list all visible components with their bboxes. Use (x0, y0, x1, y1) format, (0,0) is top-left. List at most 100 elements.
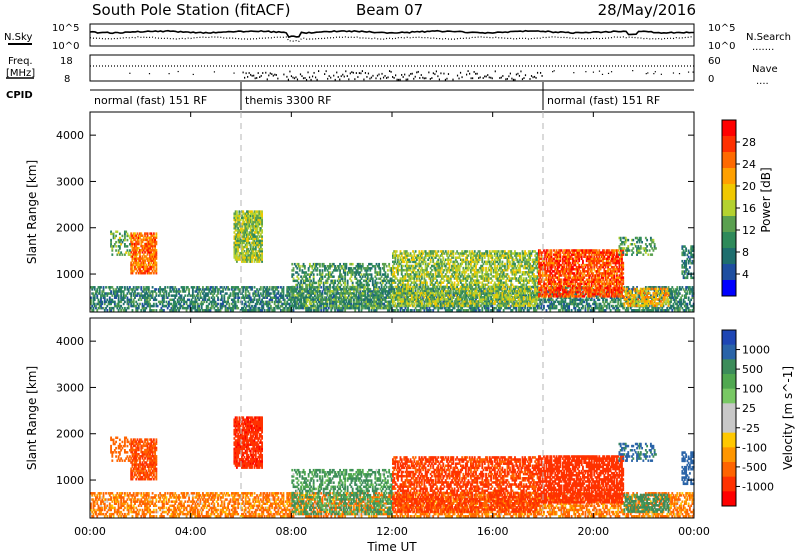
power-cell (259, 308, 262, 312)
power-cell (313, 267, 316, 270)
power-cell (261, 256, 263, 259)
power-cell (319, 265, 321, 268)
power-cell (359, 294, 362, 297)
power-cell (345, 296, 348, 299)
power-cell (244, 302, 247, 306)
power-cell (375, 294, 378, 297)
power-cell (241, 249, 243, 253)
power-cell (116, 302, 119, 306)
power-cell (154, 244, 157, 248)
power-cell (360, 294, 363, 297)
power-cell (137, 261, 140, 265)
power-cell (123, 236, 126, 240)
power-cell (103, 292, 106, 295)
power-cell (234, 300, 237, 304)
nave-dot (473, 71, 475, 73)
power-cell (429, 298, 432, 302)
power-cell (345, 288, 348, 291)
power-cell (256, 294, 258, 297)
power-cell (298, 287, 301, 291)
power-cell (690, 290, 693, 293)
power-cell (365, 302, 368, 306)
power-cell (175, 292, 178, 295)
power-cell (116, 290, 119, 293)
power-cell (313, 262, 316, 266)
power-cell (204, 308, 207, 312)
power-cell (200, 290, 203, 293)
power-cell (356, 302, 359, 305)
power-cell (126, 300, 129, 304)
nave-dot (256, 77, 258, 79)
power-cell (232, 294, 235, 297)
power-cell (566, 306, 569, 310)
power-cell (111, 306, 114, 310)
power-cell (258, 243, 261, 247)
power-cell (112, 288, 115, 291)
power-cell (661, 308, 664, 312)
power-cell (122, 298, 125, 302)
power-cell (472, 296, 475, 299)
power-cell (332, 285, 335, 289)
power-cell (123, 253, 126, 256)
power-cell (626, 300, 628, 304)
power-cell (139, 232, 141, 235)
power-cell (234, 302, 237, 306)
beam-label: Beam 07 (356, 1, 423, 19)
power-cell (292, 273, 295, 276)
power-cell (190, 308, 193, 312)
power-cell (316, 294, 319, 297)
power-cell (325, 300, 328, 303)
power-cell (462, 294, 465, 297)
power-cell (339, 281, 342, 285)
power-cell (264, 288, 267, 291)
power-cell (565, 296, 568, 299)
power-cell (312, 296, 315, 299)
power-cell (334, 267, 336, 270)
power-cell (131, 259, 134, 262)
power-cell (317, 279, 320, 283)
power-cell (310, 288, 313, 291)
power-cell (266, 292, 269, 295)
power-cell (374, 296, 377, 299)
power-cell (347, 269, 350, 272)
power-cell (535, 308, 538, 312)
power-cell (121, 306, 124, 310)
nave-dot (411, 72, 413, 75)
power-cell (248, 210, 251, 213)
power-cell (534, 296, 537, 299)
power-cell (234, 294, 237, 297)
power-cell (246, 258, 248, 261)
power-cell (363, 292, 365, 295)
power-cell (551, 298, 554, 302)
power-cell (578, 308, 581, 312)
nave-dot (432, 72, 434, 75)
power-cell (237, 247, 240, 251)
power-cell (676, 308, 679, 312)
power-cell (389, 288, 392, 291)
power-cell (321, 271, 324, 274)
power-cell (300, 292, 302, 295)
power-cell (213, 296, 216, 299)
power-cell (359, 292, 362, 295)
power-cell (146, 288, 149, 291)
power-cell (580, 300, 583, 304)
power-cell (246, 245, 248, 249)
power-cell (121, 234, 124, 238)
power-cell (350, 292, 353, 295)
power-cell (506, 306, 509, 310)
power-cell (443, 306, 446, 310)
power-cell (386, 290, 389, 293)
power-cell (135, 288, 138, 291)
power-cell (268, 292, 271, 295)
power-cell (233, 249, 236, 253)
power-cell (368, 287, 370, 291)
power-cell (548, 290, 550, 293)
power-cell (251, 288, 253, 291)
power-cell (141, 238, 144, 242)
power-cell (517, 308, 520, 312)
power-cell (141, 234, 144, 237)
power-cell (282, 308, 285, 312)
power-cell (644, 304, 647, 308)
power-cell (290, 298, 292, 302)
power-cell (134, 244, 136, 248)
